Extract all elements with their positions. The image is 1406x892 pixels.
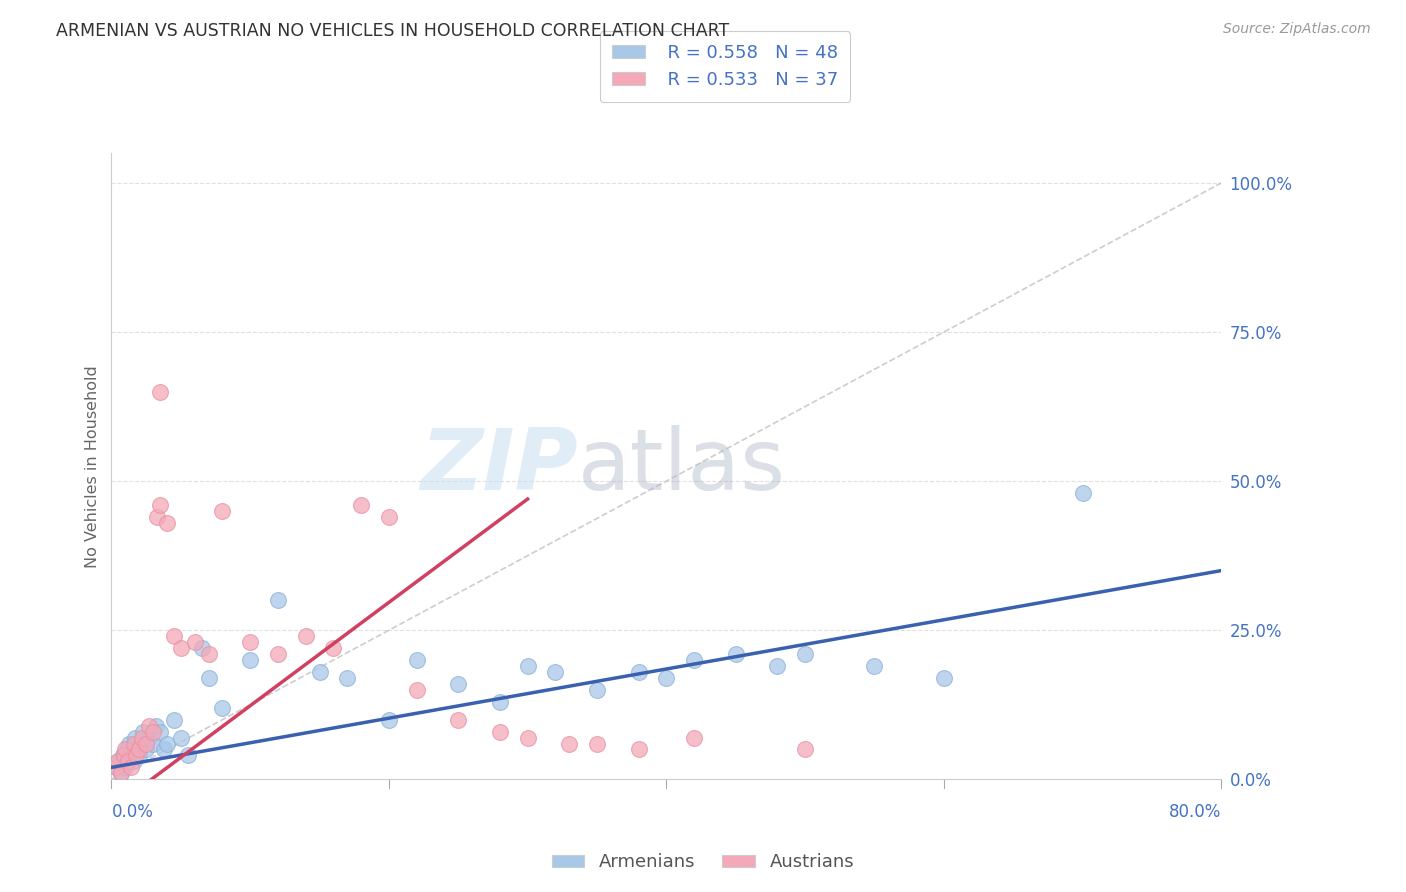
Text: Source: ZipAtlas.com: Source: ZipAtlas.com	[1223, 22, 1371, 37]
Point	[117, 755, 139, 769]
Point	[142, 737, 165, 751]
Point	[294, 629, 316, 643]
Point	[932, 671, 955, 685]
Point	[124, 731, 146, 745]
Point	[107, 755, 129, 769]
Point	[627, 665, 650, 679]
Point	[125, 748, 148, 763]
Point	[863, 659, 886, 673]
Point	[627, 742, 650, 756]
Point	[128, 748, 150, 763]
Point	[110, 766, 132, 780]
Point	[447, 713, 470, 727]
Point	[558, 737, 581, 751]
Point	[117, 755, 139, 769]
Point	[149, 384, 172, 399]
Point	[447, 677, 470, 691]
Point	[129, 737, 152, 751]
Text: 0.0%: 0.0%	[111, 803, 153, 822]
Point	[586, 682, 609, 697]
Text: atlas: atlas	[578, 425, 786, 508]
Point	[211, 700, 233, 714]
Point	[655, 671, 678, 685]
Point	[170, 641, 193, 656]
Point	[794, 647, 817, 661]
Point	[378, 713, 401, 727]
Point	[138, 719, 160, 733]
Point	[120, 760, 142, 774]
Point	[350, 498, 373, 512]
Point	[177, 748, 200, 763]
Point	[1071, 486, 1094, 500]
Text: ARMENIAN VS AUSTRIAN NO VEHICLES IN HOUSEHOLD CORRELATION CHART: ARMENIAN VS AUSTRIAN NO VEHICLES IN HOUS…	[56, 22, 730, 40]
Point	[121, 748, 143, 763]
Point	[122, 737, 145, 751]
Legend:   R = 0.558   N = 48,   R = 0.533   N = 37: R = 0.558 N = 48, R = 0.533 N = 37	[599, 31, 851, 102]
Point	[794, 742, 817, 756]
Point	[107, 755, 129, 769]
Point	[766, 659, 789, 673]
Point	[125, 742, 148, 756]
Point	[145, 719, 167, 733]
Point	[163, 629, 186, 643]
Point	[131, 731, 153, 745]
Point	[114, 760, 136, 774]
Point	[405, 653, 427, 667]
Point	[135, 737, 157, 751]
Point	[516, 659, 538, 673]
Text: 80.0%: 80.0%	[1168, 803, 1222, 822]
Point	[118, 737, 141, 751]
Point	[586, 737, 609, 751]
Point	[724, 647, 747, 661]
Point	[146, 510, 169, 524]
Point	[516, 731, 538, 745]
Point	[239, 653, 262, 667]
Point	[183, 635, 205, 649]
Point	[405, 682, 427, 697]
Point	[163, 713, 186, 727]
Point	[114, 742, 136, 756]
Point	[104, 760, 127, 774]
Point	[190, 641, 212, 656]
Point	[156, 737, 179, 751]
Point	[267, 593, 290, 607]
Point	[156, 516, 179, 530]
Point	[211, 504, 233, 518]
Point	[683, 653, 706, 667]
Point	[128, 742, 150, 756]
Legend: Armenians, Austrians: Armenians, Austrians	[544, 847, 862, 879]
Point	[149, 724, 172, 739]
Point	[135, 742, 157, 756]
Point	[122, 755, 145, 769]
Point	[170, 731, 193, 745]
Point	[267, 647, 290, 661]
Point	[683, 731, 706, 745]
Point	[104, 760, 127, 774]
Point	[112, 748, 135, 763]
Point	[489, 695, 512, 709]
Point	[544, 665, 567, 679]
Point	[197, 647, 219, 661]
Point	[239, 635, 262, 649]
Point	[153, 742, 176, 756]
Point	[322, 641, 344, 656]
Point	[110, 766, 132, 780]
Point	[149, 498, 172, 512]
Point	[308, 665, 330, 679]
Text: ZIP: ZIP	[420, 425, 578, 508]
Y-axis label: No Vehicles in Household: No Vehicles in Household	[86, 365, 100, 567]
Point	[115, 742, 138, 756]
Point	[378, 510, 401, 524]
Point	[489, 724, 512, 739]
Point	[138, 731, 160, 745]
Point	[336, 671, 359, 685]
Point	[142, 724, 165, 739]
Point	[132, 724, 155, 739]
Point	[111, 748, 134, 763]
Point	[197, 671, 219, 685]
